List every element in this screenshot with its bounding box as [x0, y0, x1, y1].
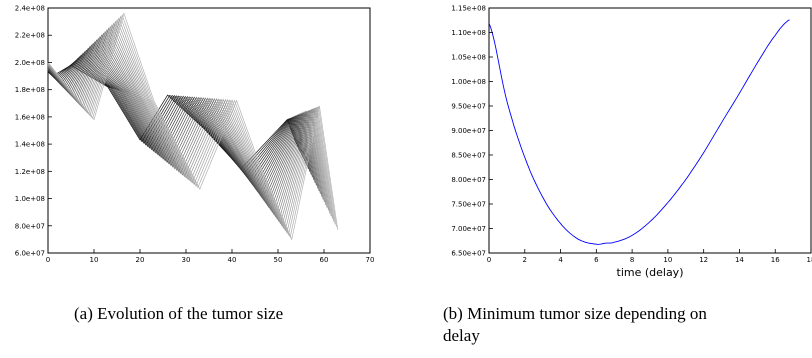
- chart-a-x-tick-label: 60: [320, 256, 329, 264]
- chart-a-series-line: [47, 19, 333, 232]
- chart-a-series-line: [47, 12, 339, 241]
- chart-a-x-tick-label: 50: [274, 256, 283, 264]
- caption-b-line1: (b) Minimum tumor size depending on: [443, 304, 707, 323]
- chart-a-x-tick-label: 30: [182, 256, 191, 264]
- chart-b-y-tick-label: 7.00e+07: [451, 225, 486, 233]
- chart-a-series-line: [47, 41, 316, 202]
- chart-b: 6.50e+07 7.00e+07 7.50e+07 8.00e+07 8.50e+07…: [451, 5, 812, 280]
- chart-a-series-line: [47, 51, 308, 188]
- chart-a-y-tick-label: 6.0e+07: [15, 250, 45, 258]
- chart-b-x-tick-label: 10: [663, 256, 672, 264]
- chart-b-x-axis: 0 2 4 6 8 10 12 14 16 18: [487, 249, 812, 264]
- chart-b-x-axis-label: time (delay): [617, 266, 684, 279]
- chart-b-x-tick-label: 2: [523, 256, 527, 264]
- chart-a-series-line: [47, 46, 312, 195]
- chart-a-x-tick-label: 70: [366, 256, 375, 264]
- chart-a-series-line: [47, 47, 311, 193]
- chart-a-series-line: [47, 44, 313, 197]
- chart-a-series-line: [47, 25, 328, 223]
- chart-a-series-line: [47, 32, 323, 213]
- chart-b-y-axis: 6.50e+07 7.00e+07 7.50e+07 8.00e+07 8.50e+07…: [451, 5, 493, 258]
- chart-a-series-line: [47, 20, 332, 230]
- chart-a-series-line: [47, 35, 320, 209]
- chart-a-y-tick-label: 1.4e+08: [15, 141, 45, 149]
- chart-a-y-tick-label: 2.2e+08: [15, 32, 45, 40]
- chart-a-series-group: [47, 12, 339, 241]
- chart-b-x-tick-label: 12: [699, 256, 708, 264]
- chart-b-x-tick-label: 4: [558, 256, 563, 264]
- chart-a-series-line: [47, 24, 329, 225]
- chart-b-x-tick-label: 18: [807, 256, 812, 264]
- chart-a-x-tick-label: 0: [46, 256, 50, 264]
- chart-a-series-line: [47, 39, 317, 204]
- chart-b-y-tick-label: 8.00e+07: [451, 176, 486, 184]
- chart-a-series-line: [47, 22, 331, 227]
- chart-a-series-line: [47, 13, 337, 239]
- caption-b-line2: delay: [443, 326, 480, 345]
- chart-a-y-tick-label: 8.0e+07: [15, 222, 45, 230]
- chart-a-series-line: [47, 27, 327, 220]
- chart-a-x-tick-label: 20: [136, 256, 145, 264]
- chart-a-y-tick-label: 1.2e+08: [15, 168, 45, 176]
- chart-a-series-line: [47, 61, 300, 174]
- chart-a-series-line: [47, 52, 307, 186]
- chart-a-series-line: [47, 49, 309, 190]
- chart-b-y-tick-label: 1.05e+08: [451, 54, 486, 62]
- chart-b-frame: [488, 7, 812, 254]
- chart-b-x-tick-label: 14: [735, 256, 744, 264]
- chart-a-series-line: [47, 56, 304, 181]
- chart-b-x-tick-label: 6: [594, 256, 599, 264]
- chart-a-series-line: [47, 30, 324, 216]
- chart-a-y-tick-label: 1.0e+08: [15, 195, 45, 203]
- chart-a-series-line: [47, 34, 321, 211]
- chart-b-y-tick-label: 8.50e+07: [451, 152, 486, 160]
- chart-a-series-line: [47, 37, 319, 206]
- chart-a-series-line: [47, 42, 315, 200]
- chart-a-y-tick-label: 1.6e+08: [15, 113, 45, 121]
- chart-a: 6.0e+07 8.0e+07 1.0e+08 1.2e+08 1.4e+08 1.6e+…: [15, 5, 375, 265]
- chart-a-series-line: [47, 15, 336, 236]
- chart-a-y-tick-label: 1.8e+08: [15, 86, 45, 94]
- chart-b-y-tick-label: 6.50e+07: [451, 250, 486, 258]
- chart-a-x-axis: 0 10 20 30 40 50 60 70: [46, 249, 375, 264]
- chart-a-x-tick-label: 10: [90, 256, 99, 264]
- chart-b-y-tick-label: 1.00e+08: [451, 78, 486, 86]
- chart-b-y-tick-label: 7.50e+07: [451, 201, 486, 209]
- chart-b-x-tick-label: 8: [630, 256, 634, 264]
- chart-a-series-line: [47, 54, 305, 183]
- chart-b-y-tick-label: 1.15e+08: [451, 5, 486, 13]
- chart-b-x-tick-label: 16: [771, 256, 780, 264]
- caption-a: (a) Evolution of the tumor size: [74, 304, 284, 323]
- chart-b-series-line: [488, 19, 790, 245]
- chart-a-series-line: [47, 29, 325, 218]
- chart-a-y-tick-label: 2.4e+08: [15, 5, 45, 13]
- chart-b-x-tick-label: 0: [487, 256, 491, 264]
- chart-a-y-axis: 6.0e+07 8.0e+07 1.0e+08 1.2e+08 1.4e+08 1.6e+…: [15, 5, 52, 258]
- chart-a-series-line: [47, 17, 335, 234]
- chart-b-y-tick-label: 1.10e+08: [451, 29, 486, 37]
- chart-b-y-tick-label: 9.00e+07: [451, 127, 486, 135]
- chart-a-x-tick-label: 40: [228, 256, 237, 264]
- chart-b-y-tick-label: 9.50e+07: [451, 103, 486, 111]
- chart-a-y-tick-label: 2.0e+08: [15, 59, 45, 67]
